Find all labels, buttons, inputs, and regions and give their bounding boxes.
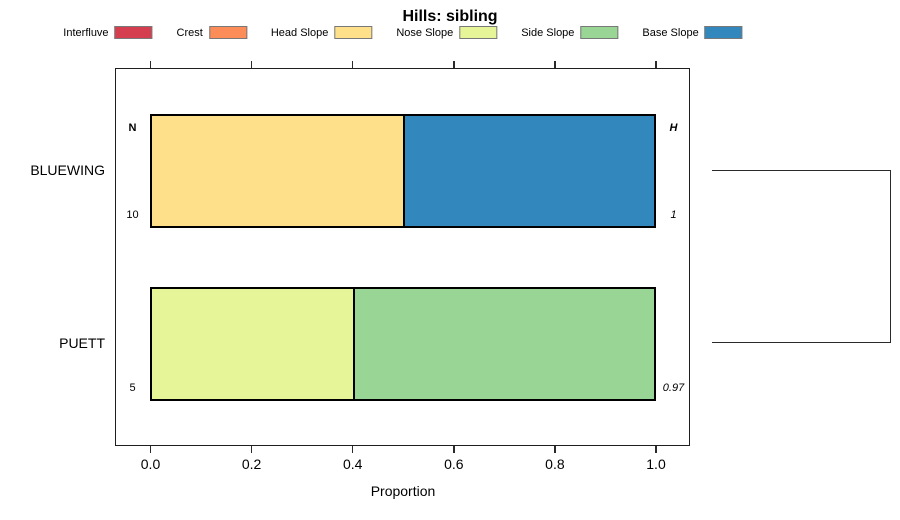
legend-swatch (114, 26, 153, 39)
x-tick-bottom (554, 446, 556, 453)
x-tick-top (149, 61, 152, 68)
legend-item-crest: Crest (177, 26, 247, 39)
legend: Interfluve Crest Head Slope Nose Slope Side … (63, 26, 743, 39)
x-axis-label: Proportion (370, 483, 436, 499)
bar-segment-base-slope (403, 116, 654, 226)
bar-bluewing (150, 114, 656, 228)
legend-label: Crest (176, 26, 203, 39)
x-tick-label: 0.2 (241, 456, 262, 472)
legend-swatch (580, 26, 619, 39)
legend-item-interfluve: Interfluve (63, 26, 153, 39)
x-tick-top (351, 61, 354, 68)
x-tick-label: 1.0 (646, 456, 666, 472)
x-tick-label: 0.4 (342, 456, 363, 472)
category-label-bluewing: BLUEWING (30, 162, 105, 178)
annotation-h-value: 1 (670, 209, 677, 221)
legend-label: Head Slope (270, 26, 329, 39)
legend-label: Base Slope (642, 26, 699, 39)
legend-swatch (704, 26, 743, 39)
annotation-h-header: H (669, 122, 678, 134)
x-tick-label: 0.6 (444, 456, 464, 472)
bar-segment-nose-slope (152, 289, 353, 399)
x-tick-label: 0.8 (545, 456, 565, 472)
x-tick-bottom (351, 446, 354, 453)
x-tick-bottom (250, 446, 253, 453)
legend-label: Side Slope (521, 26, 575, 39)
x-tick-bottom (655, 446, 657, 453)
annotation-n-value: 5 (129, 382, 136, 394)
legend-swatch (208, 26, 247, 39)
legend-item-base-slope: Base Slope (642, 26, 743, 39)
legend-swatch (334, 26, 373, 39)
chart-title: Hills: sibling (402, 8, 498, 25)
x-tick-label: 0.0 (140, 456, 161, 472)
annotation-n-header: N (128, 122, 137, 134)
x-tick-bottom (149, 446, 152, 453)
x-tick-bottom (453, 446, 455, 453)
legend-swatch (459, 26, 498, 39)
category-label-puett: PUETT (59, 335, 105, 351)
annotation-n-value: 10 (126, 209, 139, 221)
legend-label: Interfluve (63, 26, 109, 39)
legend-label: Nose Slope (396, 26, 454, 39)
annotation-h-value: 0.97 (662, 382, 685, 394)
bar-segment-side-slope (352, 289, 654, 399)
x-tick-top (453, 61, 455, 68)
legend-item-nose-slope: Nose Slope (396, 26, 498, 39)
x-tick-top (554, 61, 556, 68)
x-tick-top (250, 61, 253, 68)
legend-item-head-slope: Head Slope (271, 26, 373, 39)
bar-puett (150, 287, 656, 401)
x-tick-top (655, 61, 657, 68)
bar-segment-head-slope (152, 116, 403, 226)
dendrogram-bracket (712, 170, 891, 343)
legend-item-side-slope: Side Slope (521, 26, 619, 39)
